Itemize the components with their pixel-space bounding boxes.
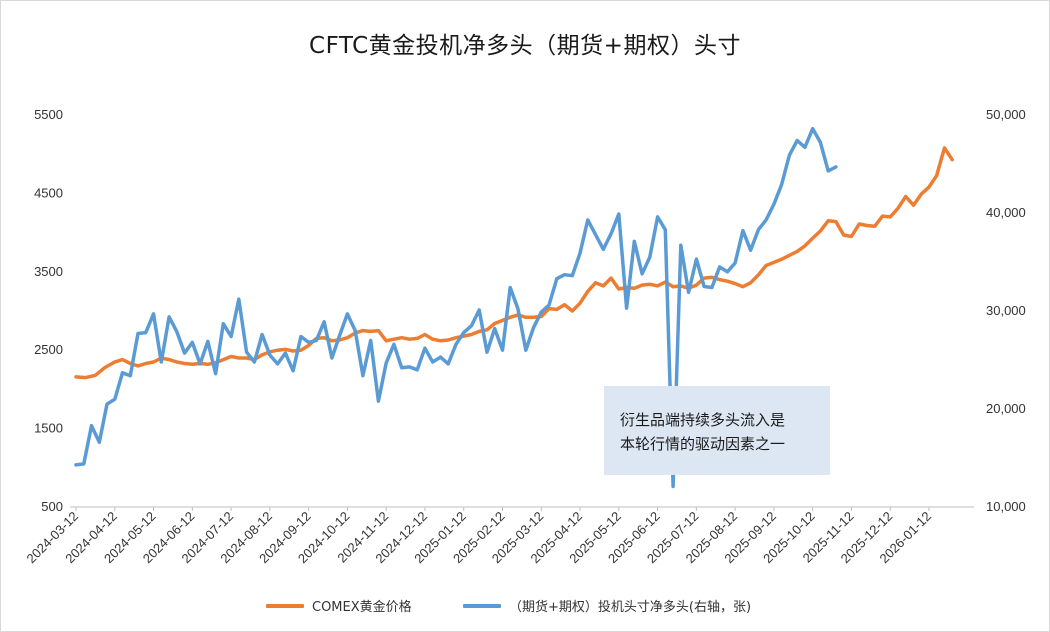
right-tick-label: 30,000 [986, 303, 1026, 318]
x-axis: 2024-03-122024-04-122024-05-122024-06-12… [23, 507, 934, 566]
right-tick-label: 40,000 [986, 205, 1026, 220]
legend-label-price: COMEX黄金价格 [312, 600, 412, 615]
right-tick-label: 10,000 [986, 499, 1026, 514]
legend-swatch-price [266, 603, 304, 608]
legend-item-price: COMEX黄金价格 [266, 596, 412, 615]
series-layer [74, 126, 954, 489]
legend-swatch-position [463, 603, 501, 608]
left-tick-label: 1500 [34, 421, 63, 436]
right-tick-label: 20,000 [986, 401, 1026, 416]
annotation-line-1: 衍生品端持续多头流入是 [620, 411, 786, 429]
legend-label-position: （期货+期权）投机头寸净多头(右轴，张) [509, 600, 752, 615]
right-tick-label: 50,000 [986, 107, 1026, 122]
left-tick-label: 500 [41, 499, 63, 514]
legend-item-position: （期货+期权）投机头寸净多头(右轴，张) [463, 596, 751, 615]
left-tick-label: 3500 [34, 264, 63, 279]
series-line-net-long-position [74, 126, 838, 489]
left-axis: 5500 4500 3500 2500 1500 500 [34, 107, 63, 514]
legend: COMEX黄金价格 （期货+期权）投机头寸净多头(右轴，张) [0, 596, 1050, 616]
left-tick-label: 5500 [34, 107, 63, 122]
annotation-box: 衍生品端持续多头流入是 本轮行情的驱动因素之一 [604, 386, 830, 475]
chart-title: CFTC黄金投机净多头（期货+期权）头寸 [309, 33, 741, 59]
left-tick-label: 2500 [34, 342, 63, 357]
left-tick-label: 4500 [34, 185, 63, 200]
annotation-line-2: 本轮行情的驱动因素之一 [620, 435, 786, 453]
right-axis: 50,000 40,000 30,000 20,000 10,000 [986, 107, 1026, 514]
